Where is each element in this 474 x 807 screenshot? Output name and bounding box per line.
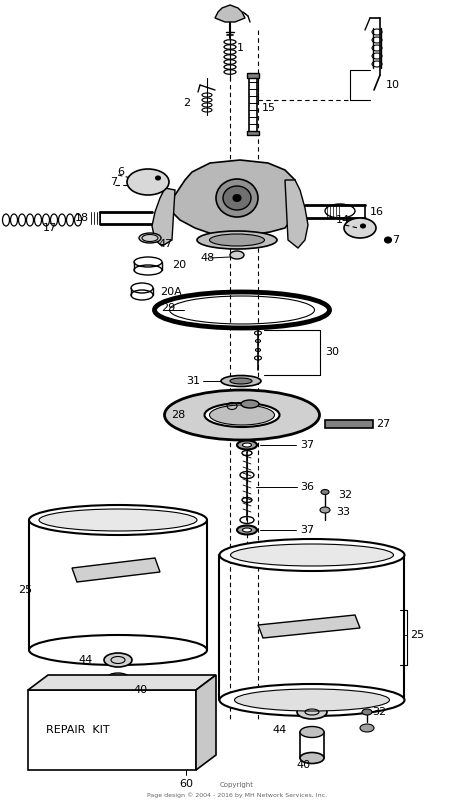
Ellipse shape <box>197 231 277 249</box>
Polygon shape <box>196 675 216 770</box>
Ellipse shape <box>39 509 197 531</box>
Text: REPAIR  KIT: REPAIR KIT <box>46 725 109 735</box>
Text: 48: 48 <box>200 253 214 263</box>
Text: 28: 28 <box>171 410 185 420</box>
Text: 36: 36 <box>300 482 314 492</box>
Text: 60: 60 <box>179 779 193 789</box>
Text: 20: 20 <box>172 260 186 270</box>
Ellipse shape <box>297 705 327 719</box>
Ellipse shape <box>164 390 319 440</box>
Bar <box>247 131 259 135</box>
Polygon shape <box>285 180 308 248</box>
Ellipse shape <box>219 539 404 571</box>
Text: 29: 29 <box>161 303 175 313</box>
Text: 40: 40 <box>133 685 147 695</box>
Ellipse shape <box>320 507 330 513</box>
Ellipse shape <box>344 218 376 238</box>
Text: 10: 10 <box>386 80 400 90</box>
Polygon shape <box>215 5 245 22</box>
Ellipse shape <box>300 726 324 738</box>
Text: 1: 1 <box>237 43 244 53</box>
Text: 6: 6 <box>117 167 124 177</box>
Ellipse shape <box>384 237 392 243</box>
Text: 30: 30 <box>325 347 339 357</box>
Ellipse shape <box>230 378 252 384</box>
Ellipse shape <box>237 525 257 534</box>
Ellipse shape <box>221 375 261 387</box>
Text: 7: 7 <box>110 177 117 187</box>
Polygon shape <box>28 675 216 690</box>
Ellipse shape <box>104 653 132 667</box>
Bar <box>325 420 373 428</box>
Ellipse shape <box>223 186 251 210</box>
Text: 25: 25 <box>18 585 32 595</box>
Polygon shape <box>258 615 360 638</box>
Ellipse shape <box>29 505 207 535</box>
Ellipse shape <box>321 490 329 495</box>
Ellipse shape <box>219 684 404 716</box>
Bar <box>28 690 196 770</box>
Ellipse shape <box>29 635 207 665</box>
Ellipse shape <box>360 724 374 732</box>
Polygon shape <box>170 160 295 237</box>
Text: 14: 14 <box>336 215 350 225</box>
Ellipse shape <box>230 251 244 259</box>
Text: 32: 32 <box>372 707 386 717</box>
Ellipse shape <box>362 709 372 715</box>
Text: 40: 40 <box>296 760 310 770</box>
Text: Copyright: Copyright <box>220 782 254 788</box>
Ellipse shape <box>107 673 129 683</box>
Ellipse shape <box>235 689 390 711</box>
Text: 16: 16 <box>370 207 384 217</box>
Ellipse shape <box>237 441 257 449</box>
Text: 2: 2 <box>183 98 190 108</box>
Text: 15: 15 <box>262 103 276 113</box>
Text: 33: 33 <box>336 507 350 517</box>
Text: Page design © 2004 - 2016 by MH Network Services, Inc.: Page design © 2004 - 2016 by MH Network … <box>147 792 327 798</box>
Text: 44: 44 <box>272 725 286 735</box>
Text: 37: 37 <box>300 525 314 535</box>
Ellipse shape <box>361 224 365 228</box>
Ellipse shape <box>210 405 274 425</box>
Text: 31: 31 <box>186 376 200 386</box>
Text: 27: 27 <box>376 419 390 429</box>
Ellipse shape <box>139 233 161 243</box>
Ellipse shape <box>243 443 252 447</box>
Polygon shape <box>72 558 160 582</box>
Text: 47: 47 <box>158 239 172 249</box>
Bar <box>247 73 259 78</box>
Text: 20A: 20A <box>160 287 182 297</box>
Text: 25: 25 <box>410 630 424 640</box>
Ellipse shape <box>216 179 258 217</box>
Text: 18: 18 <box>75 213 89 223</box>
Text: 32: 32 <box>338 490 352 500</box>
Ellipse shape <box>127 169 169 195</box>
Ellipse shape <box>243 528 252 532</box>
Ellipse shape <box>107 693 129 703</box>
Polygon shape <box>152 188 175 246</box>
Text: ARPartsStream™: ARPartsStream™ <box>184 413 290 427</box>
Text: 17: 17 <box>43 223 57 233</box>
Text: 37: 37 <box>300 440 314 450</box>
Ellipse shape <box>204 403 280 427</box>
Ellipse shape <box>230 544 393 566</box>
Text: 7: 7 <box>392 235 399 245</box>
Text: 44: 44 <box>79 655 93 665</box>
Ellipse shape <box>300 752 324 763</box>
Ellipse shape <box>210 234 264 246</box>
Ellipse shape <box>233 194 241 202</box>
Ellipse shape <box>241 400 259 408</box>
Ellipse shape <box>155 176 161 180</box>
